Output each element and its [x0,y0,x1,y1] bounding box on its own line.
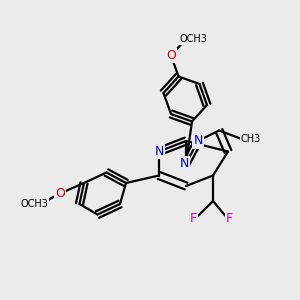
Text: N: N [193,134,203,148]
Text: F: F [226,212,233,226]
Text: N: N [180,157,189,170]
Text: O: O [55,187,65,200]
Text: F: F [190,212,197,226]
Text: N: N [154,145,164,158]
Text: OCH3: OCH3 [21,199,48,209]
Text: CH3: CH3 [240,134,261,145]
Text: O: O [166,49,176,62]
Text: OCH3: OCH3 [180,34,207,44]
